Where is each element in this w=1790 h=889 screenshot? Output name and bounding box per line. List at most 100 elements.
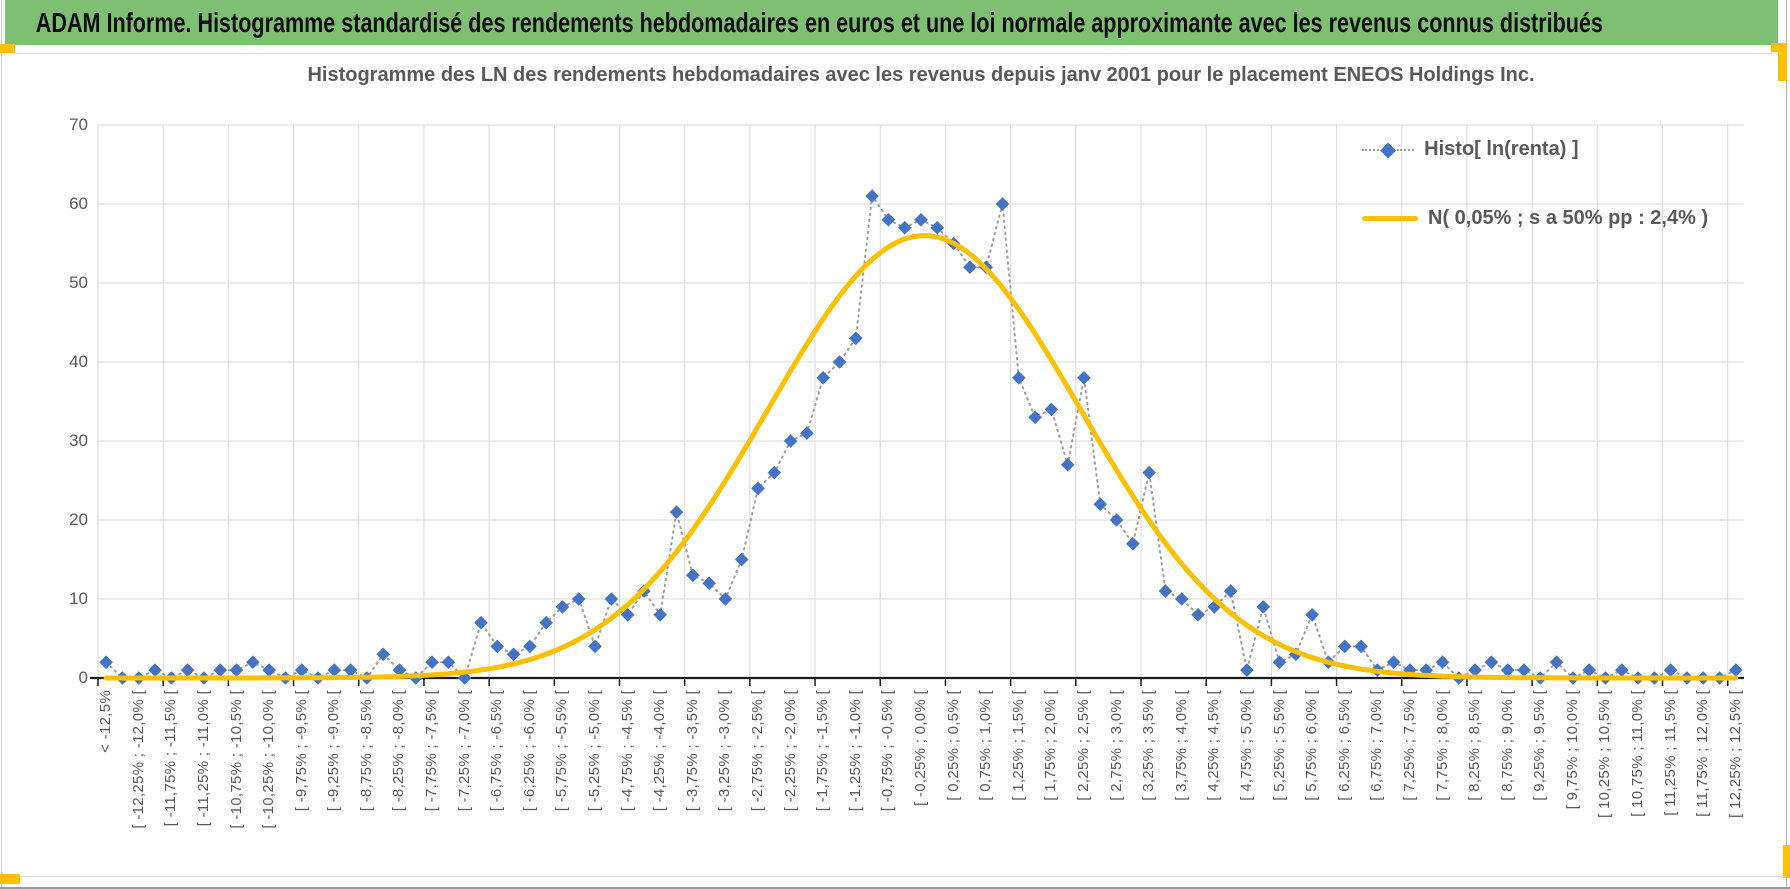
accent-mark-bottom-left-of-banner (0, 44, 15, 53)
histogram-marker (376, 647, 390, 662)
x-axis-label: [ -2,25% ; -2,0% [ (781, 690, 799, 812)
x-axis-label: [ 9,75% ; 10,0% [ (1563, 690, 1581, 810)
histogram-marker (963, 260, 977, 274)
histogram-marker (734, 552, 749, 567)
histogram-marker (1386, 655, 1401, 669)
histogram-marker (620, 608, 635, 622)
chart-title: Histogramme des LN des rendements hebdom… (307, 64, 1535, 86)
x-axis-label: [ -1,75% ; -1,5% [ (814, 690, 832, 812)
x-axis-label: [ -5,75% ; -5,5% [ (553, 690, 571, 812)
header-banner-title: ADAM Informe. Histogramme standardisé de… (35, 7, 1603, 38)
histogram-marker (800, 426, 814, 440)
y-axis-label: 60 (69, 194, 88, 213)
histogram-marker (1191, 608, 1205, 622)
histogram-marker (180, 663, 195, 677)
x-axis-label: [ -6,25% ; -6,0% [ (520, 690, 538, 812)
histogram-marker (1337, 639, 1352, 654)
x-axis-label: [ 2,25% ; 2,5% [ (1074, 690, 1092, 801)
histogram-marker (849, 331, 863, 346)
histogram-marker (1044, 402, 1059, 417)
x-axis-label: [ -3,25% ; -3,0% [ (716, 690, 734, 812)
y-axis-label: 70 (69, 115, 88, 134)
x-axis-label: [ 0,75% ; 1,0% [ (977, 690, 995, 801)
histogram-marker (213, 663, 228, 677)
histogram-marker (1109, 513, 1124, 527)
x-axis-label: [ -9,75% ; -9,5% [ (292, 690, 310, 812)
histogram-marker (262, 663, 276, 677)
histogram-marker (555, 600, 570, 614)
x-axis-label: [ -11,25% ; -11,0% [ (194, 690, 212, 827)
histogram-marker (1435, 655, 1450, 669)
x-axis-label: [ -5,25% ; -5,0% [ (586, 690, 604, 812)
histogram-marker (767, 465, 782, 480)
x-axis-label: [ 5,75% ; 6,0% [ (1303, 690, 1321, 801)
x-axis-label: [ -8,25% ; -8,0% [ (390, 690, 408, 812)
histogram-marker (1500, 663, 1515, 677)
histogram-marker (99, 655, 113, 669)
y-axis-label: 20 (69, 510, 88, 529)
histogram-marker (1028, 410, 1042, 425)
histogram-marker (865, 189, 879, 203)
diamond-icon: ◆ (1380, 137, 1397, 161)
x-axis-label: [ 9,25% ; 9,5% [ (1531, 690, 1549, 801)
histogram-marker (1174, 592, 1189, 606)
x-axis-label: [ 7,75% ; 8,0% [ (1433, 690, 1451, 801)
histogram-marker (669, 505, 684, 519)
x-axis-label: [ 6,25% ; 6,5% [ (1335, 690, 1353, 801)
x-axis-label: [ 3,75% ; 4,0% [ (1172, 690, 1190, 801)
histogram-marker (702, 576, 716, 590)
x-axis-label: < -12,5% (97, 690, 115, 753)
page-left-border (1, 0, 2, 887)
x-axis-label: [ -4,25% ; -4,0% [ (651, 690, 669, 812)
header-banner: ADAM Informe. Histogramme standardisé de… (5, 0, 1778, 45)
histogram-marker (523, 639, 537, 654)
histogram-marker (1060, 457, 1075, 472)
histogram-marker (718, 592, 733, 606)
x-axis-label: [ -11,75% ; -11,5% [ (162, 690, 180, 827)
histogram-marker (783, 434, 798, 448)
histogram-marker (1582, 663, 1596, 677)
x-axis-label: [ -9,25% ; -9,0% [ (325, 690, 343, 812)
histogram-marker (490, 639, 505, 654)
normal-curve (103, 233, 1739, 681)
histogram-marker (1272, 655, 1287, 669)
histogram-legend-marker-icon: ◆ (1362, 137, 1415, 161)
x-axis-label: [ -4,75% ; -4,5% [ (618, 690, 636, 812)
y-axis-label: 0 (78, 668, 88, 687)
histogram-marker (588, 639, 602, 654)
x-axis-label: [ -2,75% ; -2,5% [ (749, 690, 767, 812)
histogram-marker (1011, 371, 1026, 385)
histogram-marker (686, 568, 700, 583)
x-axis-label: [ 3,25% ; 3,5% [ (1140, 690, 1158, 801)
dotted-line-icon (1362, 148, 1379, 151)
y-axis-label: 30 (69, 431, 88, 450)
x-axis-label: [ -1,25% ; -1,0% [ (846, 690, 864, 812)
legend-item-histogram[interactable]: ◆ Histo[ ln(renta) ] (1362, 138, 1579, 161)
histogram-marker (751, 481, 765, 496)
x-axis-label: [ -3,75% ; -3,5% [ (683, 690, 701, 812)
x-axis-label: [ 8,75% ; 9,0% [ (1498, 690, 1516, 801)
histogram-marker (1256, 600, 1271, 614)
histogram-marker (1517, 663, 1531, 677)
x-axis-label: [ -0,25% ; 0,0% [ (912, 690, 929, 806)
accent-mark-top-right-vertical (1778, 43, 1787, 81)
x-axis-label: [ -10,25% ; -10,0% [ (260, 690, 278, 829)
x-axis-label: [ 12,25% ; 12,5% [ (1726, 690, 1744, 818)
histogram-marker (1142, 465, 1156, 480)
histogram-marker (604, 592, 619, 606)
histogram-marker (897, 220, 912, 235)
histogram-marker (441, 655, 456, 669)
legend-item-normal-curve[interactable]: N( 0,05% ; s a 50% pp : 2,4% ) (1362, 207, 1708, 230)
x-axis-label: [ 0,25% ; 0,5% [ (944, 690, 962, 801)
x-axis-label: [ -7,25% ; -7,0% [ (455, 690, 473, 812)
histogram-marker (832, 355, 847, 369)
page-right-border (1786, 0, 1787, 887)
x-axis-label: [ 4,75% ; 5,0% [ (1237, 690, 1255, 801)
x-axis-label: [ 1,25% ; 1,5% [ (1009, 690, 1027, 801)
x-axis-label: [ -6,75% ; -6,5% [ (488, 690, 506, 812)
accent-mark-bottom-left (0, 874, 20, 884)
histogram-marker (246, 655, 260, 669)
x-axis-label: [ 5,25% ; 5,5% [ (1270, 690, 1288, 801)
x-axis-label: [ 10,75% ; 11,0% [ (1629, 690, 1647, 817)
